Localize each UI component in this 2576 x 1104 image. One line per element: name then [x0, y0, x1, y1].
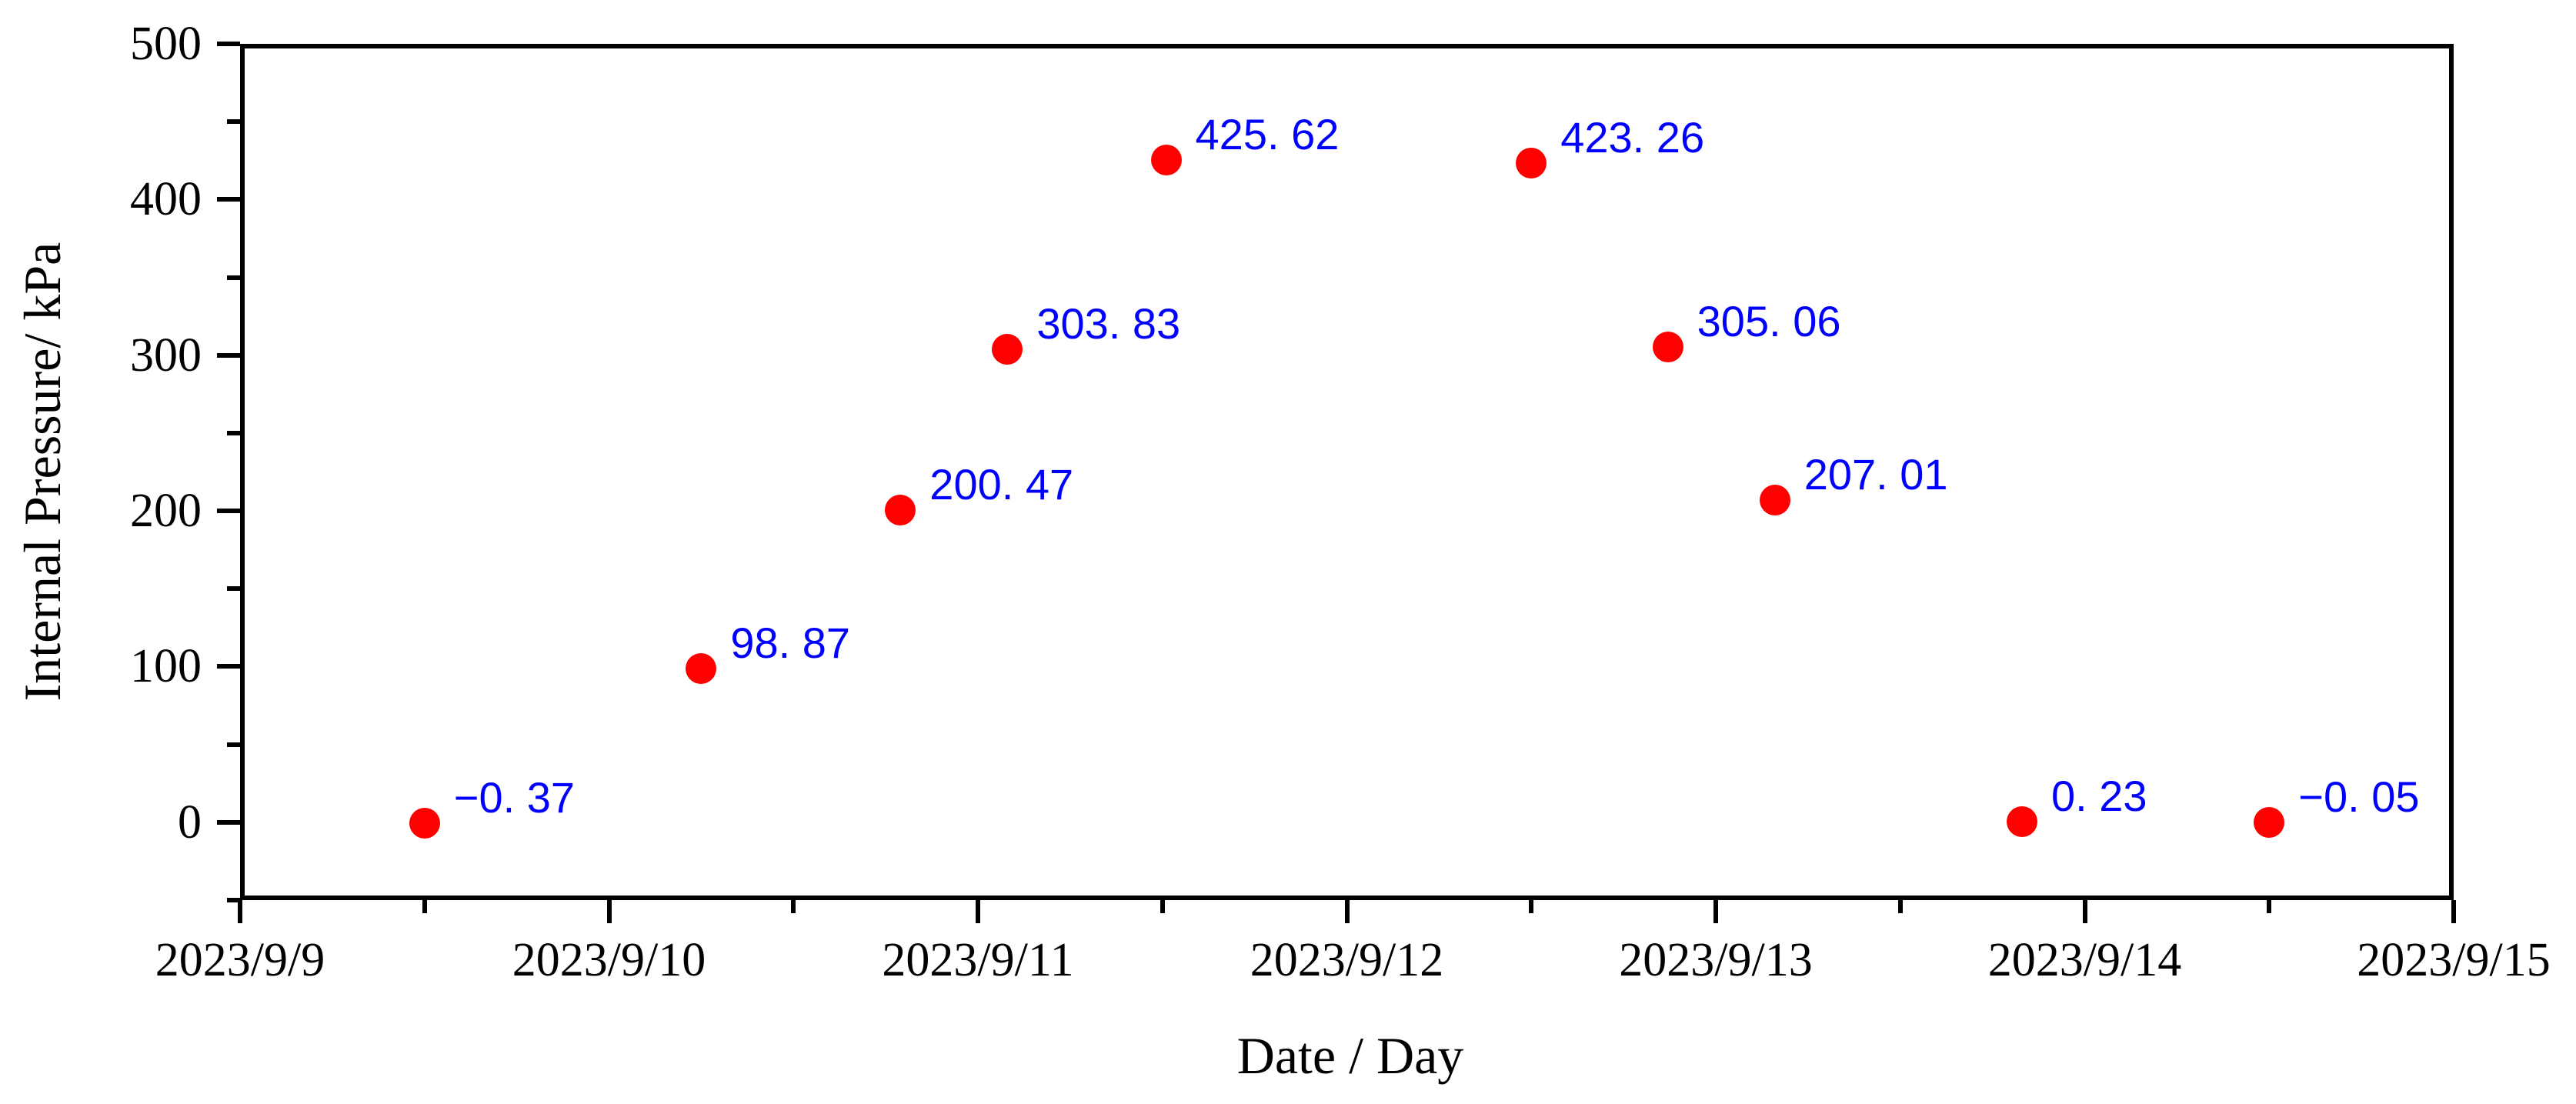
y-major-tick — [217, 197, 240, 202]
y-major-tick — [217, 509, 240, 514]
data-point-label: 423. 26 — [1560, 113, 1705, 162]
data-point-label: 425. 62 — [1195, 109, 1340, 158]
y-minor-tick — [227, 275, 240, 280]
y-tick-label: 400 — [130, 173, 202, 226]
x-major-tick — [238, 900, 242, 923]
x-major-tick — [1713, 900, 1718, 923]
x-tick-label: 2023/9/14 — [1987, 934, 2182, 986]
x-tick-label: 2023/9/10 — [512, 934, 706, 986]
data-point-marker — [2006, 806, 2037, 838]
y-minor-tick — [227, 898, 240, 902]
y-tick-label: 200 — [130, 485, 202, 538]
y-minor-tick — [227, 430, 240, 435]
x-minor-tick — [2267, 900, 2272, 913]
data-point-marker — [1516, 148, 1547, 179]
data-point-label: 305. 06 — [1697, 297, 1841, 346]
y-tick-label: 100 — [130, 640, 202, 693]
data-point-marker — [2254, 806, 2285, 838]
y-minor-tick — [227, 742, 240, 747]
x-axis-title: Date / Day — [1236, 1026, 1464, 1085]
y-major-tick — [217, 42, 240, 46]
y-major-tick — [217, 352, 240, 358]
y-major-tick — [217, 819, 240, 825]
x-tick-label: 2023/9/9 — [155, 934, 325, 986]
data-point-marker — [1150, 144, 1182, 175]
data-point-label: 0. 23 — [2050, 772, 2147, 821]
y-tick-label: 500 — [130, 18, 202, 70]
y-tick-label: 0 — [178, 795, 202, 849]
data-point-label: 200. 47 — [929, 460, 1074, 509]
data-point-marker — [686, 652, 717, 684]
data-point-label: 98. 87 — [730, 618, 851, 667]
data-point-marker — [885, 495, 916, 526]
x-minor-tick — [1897, 900, 1903, 913]
x-minor-tick — [1160, 900, 1165, 913]
data-point-label: 207. 01 — [1804, 449, 1948, 499]
x-major-tick — [2451, 900, 2456, 923]
x-major-tick — [606, 900, 612, 923]
data-point-label: −0. 05 — [2298, 772, 2420, 821]
x-tick-label: 2023/9/13 — [1619, 934, 1813, 986]
y-axis-title: Internal Pressure/ kPa — [13, 242, 72, 702]
y-major-tick — [217, 664, 240, 669]
data-point-label: 303. 83 — [1036, 299, 1181, 348]
y-minor-tick — [227, 119, 240, 125]
data-point-marker — [992, 333, 1023, 365]
x-tick-label: 2023/9/11 — [882, 934, 1074, 986]
data-point-marker — [1759, 484, 1790, 515]
x-major-tick — [1344, 900, 1350, 923]
data-point-marker — [409, 807, 440, 839]
plot-area — [240, 44, 2454, 900]
x-tick-label: 2023/9/12 — [1250, 934, 1444, 986]
x-major-tick — [2082, 900, 2087, 923]
y-minor-tick — [227, 586, 240, 592]
y-tick-label: 300 — [130, 329, 202, 382]
x-minor-tick — [791, 900, 796, 913]
data-point-marker — [1652, 332, 1683, 363]
x-minor-tick — [422, 900, 427, 913]
x-tick-label: 2023/9/15 — [2357, 934, 2551, 986]
data-point-label: −0. 37 — [453, 772, 576, 822]
x-minor-tick — [1529, 900, 1534, 913]
x-major-tick — [976, 900, 980, 923]
